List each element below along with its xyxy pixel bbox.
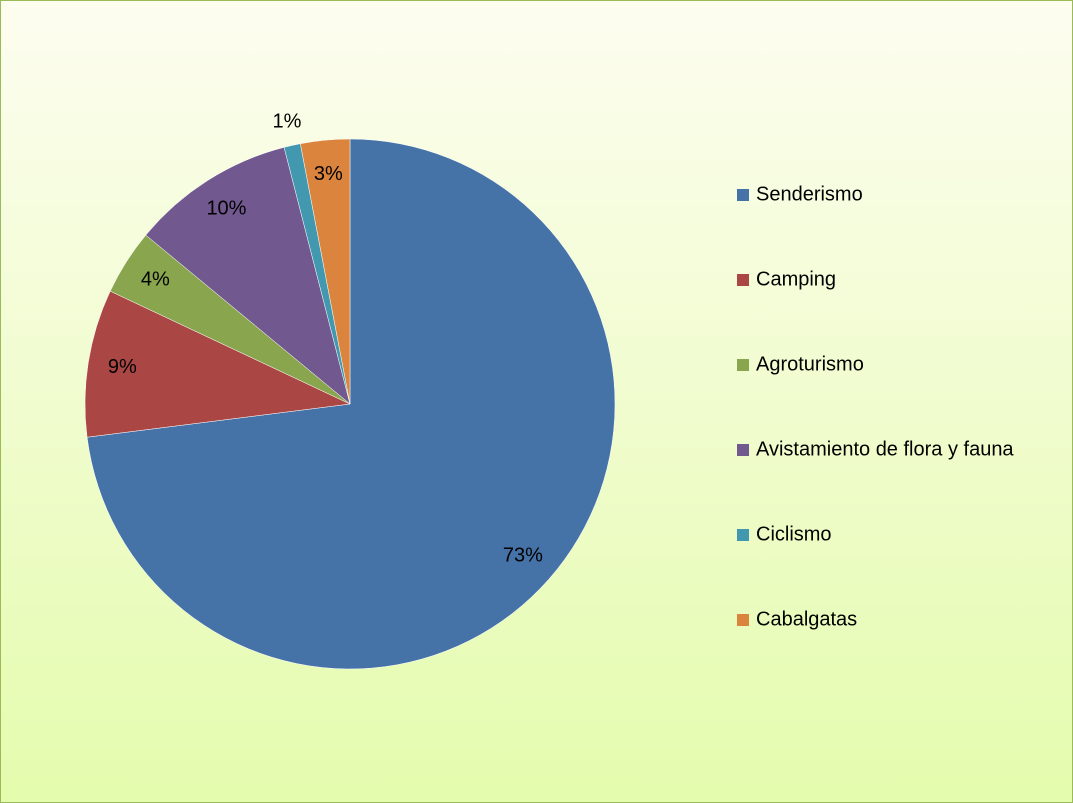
legend-swatch: [737, 444, 749, 456]
legend-swatch: [737, 614, 749, 626]
data-label: 73%: [503, 545, 543, 567]
legend-swatch: [737, 529, 749, 541]
legend-label: Cabalgatas: [756, 608, 857, 630]
legend-label: Camping: [756, 268, 836, 290]
legend-label: Ciclismo: [756, 523, 832, 545]
legend-label: Avistamiento de flora y fauna: [756, 438, 1014, 460]
pie-slice: [84, 290, 351, 438]
data-label: 3%: [314, 163, 343, 185]
data-label: 9%: [108, 356, 137, 378]
data-label: 4%: [141, 269, 170, 291]
legend-label: Agroturismo: [756, 353, 864, 375]
pie-slice: [86, 138, 616, 670]
legend-swatch: [737, 189, 749, 201]
data-label: 1%: [273, 110, 302, 132]
pie-slice: [145, 147, 351, 405]
legend-swatch: [737, 359, 749, 371]
data-label: 10%: [206, 198, 246, 220]
legend-label: Senderismo: [756, 183, 863, 205]
pie-slice: [300, 138, 351, 405]
legend-swatch: [737, 274, 749, 286]
